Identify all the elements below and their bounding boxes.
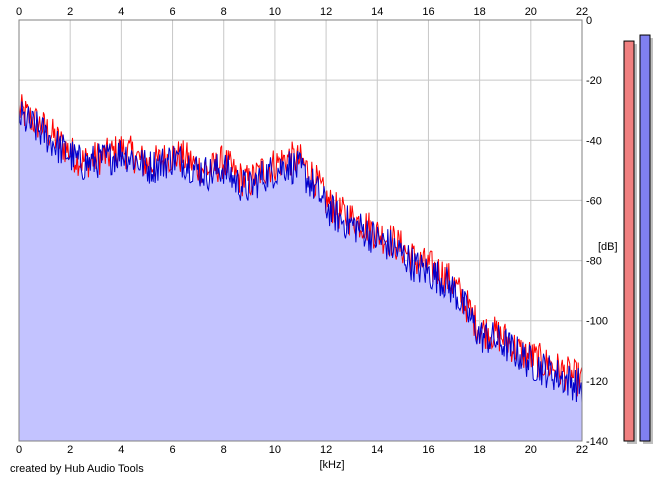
x-tick-bottom-1: 2	[67, 444, 73, 456]
y-tick-5: -100	[586, 316, 608, 328]
level-meters	[623, 34, 653, 445]
series-right-line	[18, 101, 583, 403]
y-tick-2: -40	[586, 135, 602, 147]
x-tick-bottom-10: 20	[525, 444, 537, 456]
y-tick-6: -120	[586, 376, 608, 388]
x-tick-bottom-0: 0	[16, 444, 22, 456]
y-tick-4: -80	[586, 256, 602, 268]
x-tick-top-7: 14	[371, 6, 383, 18]
x-tick-top-10: 20	[525, 6, 537, 18]
x-tick-bottom-9: 18	[474, 444, 486, 456]
x-tick-top-6: 12	[320, 6, 332, 18]
x-tick-bottom-8: 16	[422, 444, 434, 456]
x-tick-top-3: 6	[169, 6, 175, 18]
y-tick-3: -60	[586, 195, 602, 207]
x-axis-title: [kHz]	[319, 459, 344, 471]
x-tick-bottom-7: 14	[371, 444, 383, 456]
plot-border	[18, 19, 583, 442]
x-tick-bottom-3: 6	[169, 444, 175, 456]
x-tick-bottom-4: 8	[221, 444, 227, 456]
series-left-line	[18, 94, 583, 397]
x-tick-top-9: 18	[474, 6, 486, 18]
x-tick-top-8: 16	[422, 6, 434, 18]
y-tick-0: 0	[586, 15, 592, 27]
x-tick-top-4: 8	[221, 6, 227, 18]
x-tick-bottom-5: 10	[269, 444, 281, 456]
x-tick-top-2: 4	[118, 6, 124, 18]
x-tick-labels-bottom: 0 2 4 6 8 10 12 14 16 18 20 22	[16, 444, 588, 456]
x-tick-top-5: 10	[269, 6, 281, 18]
y-tick-labels: 0 -20 -40 -60 -80 -100 -120 -140	[586, 15, 608, 448]
x-tick-bottom-2: 4	[118, 444, 124, 456]
y-tick-7: -140	[586, 436, 608, 448]
y-axis-title: [dB]	[598, 241, 618, 253]
credit-text: created by Hub Audio Tools	[10, 463, 144, 475]
y-tick-1: -20	[586, 75, 602, 87]
spectrum-area-fill	[19, 101, 582, 442]
meter-bar-0	[623, 40, 635, 442]
x-tick-top-11: 22	[576, 6, 588, 18]
x-tick-top-0: 0	[16, 6, 22, 18]
meter-bar-1	[639, 34, 651, 442]
x-tick-labels-top: 0 2 4 6 8 10 12 14 16 18 20 22	[16, 6, 588, 18]
x-tick-bottom-6: 12	[320, 444, 332, 456]
x-tick-bottom-11: 22	[576, 444, 588, 456]
x-tick-top-1: 2	[67, 6, 73, 18]
